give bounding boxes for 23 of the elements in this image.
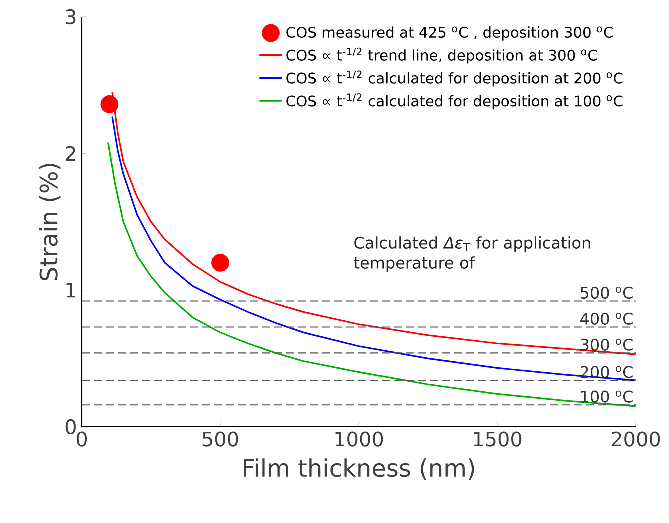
x-tick-label: 2000 xyxy=(612,432,660,447)
y-tick-label: 1 xyxy=(66,283,76,298)
y-tick-label: 3 xyxy=(66,9,76,25)
y-tick-label: 0 xyxy=(66,419,76,435)
y-axis-title: Strain (%) xyxy=(39,164,61,281)
line-series xyxy=(112,116,637,382)
y-tick-label: 2 xyxy=(66,146,76,162)
ref-line-label: 500 $^{o}$C xyxy=(580,286,633,299)
x-tick-label: 1000 xyxy=(336,432,384,447)
legend-label: COS ∝ t$^{-1/2}$ calculated for deposition at 200 $^{o}$C xyxy=(286,70,623,87)
legend-label: COS measured at 425 $^{o}$C , deposition 300 $^{o}$C xyxy=(286,26,613,41)
legend-label: COS ∝ t$^{-1/2}$ calculated for deposition at 100 $^{o}$C xyxy=(286,94,623,110)
ref-line-label: 300 $^{o}$C xyxy=(580,338,633,351)
ref-line-label: 100 $^{o}$C xyxy=(582,390,633,403)
ref-line-label: 200 $^{o}$C xyxy=(580,366,633,378)
x-tick-label: 1500 xyxy=(474,432,522,447)
annotation: Calculated Δε$_{T}$ for application temperature of xyxy=(354,236,590,272)
legend-label: COS ∝ t$^{-1/2}$ trend line, deposition at 300 $^{o}$C xyxy=(286,48,598,64)
x-tick-label: 0 xyxy=(76,432,88,447)
ref-line-label: 400 $^{o}$C xyxy=(580,312,633,325)
x-tick-label: 500 xyxy=(202,432,238,447)
x-axis-title: Film thickness (nm) xyxy=(244,458,474,480)
line-series xyxy=(108,142,637,408)
